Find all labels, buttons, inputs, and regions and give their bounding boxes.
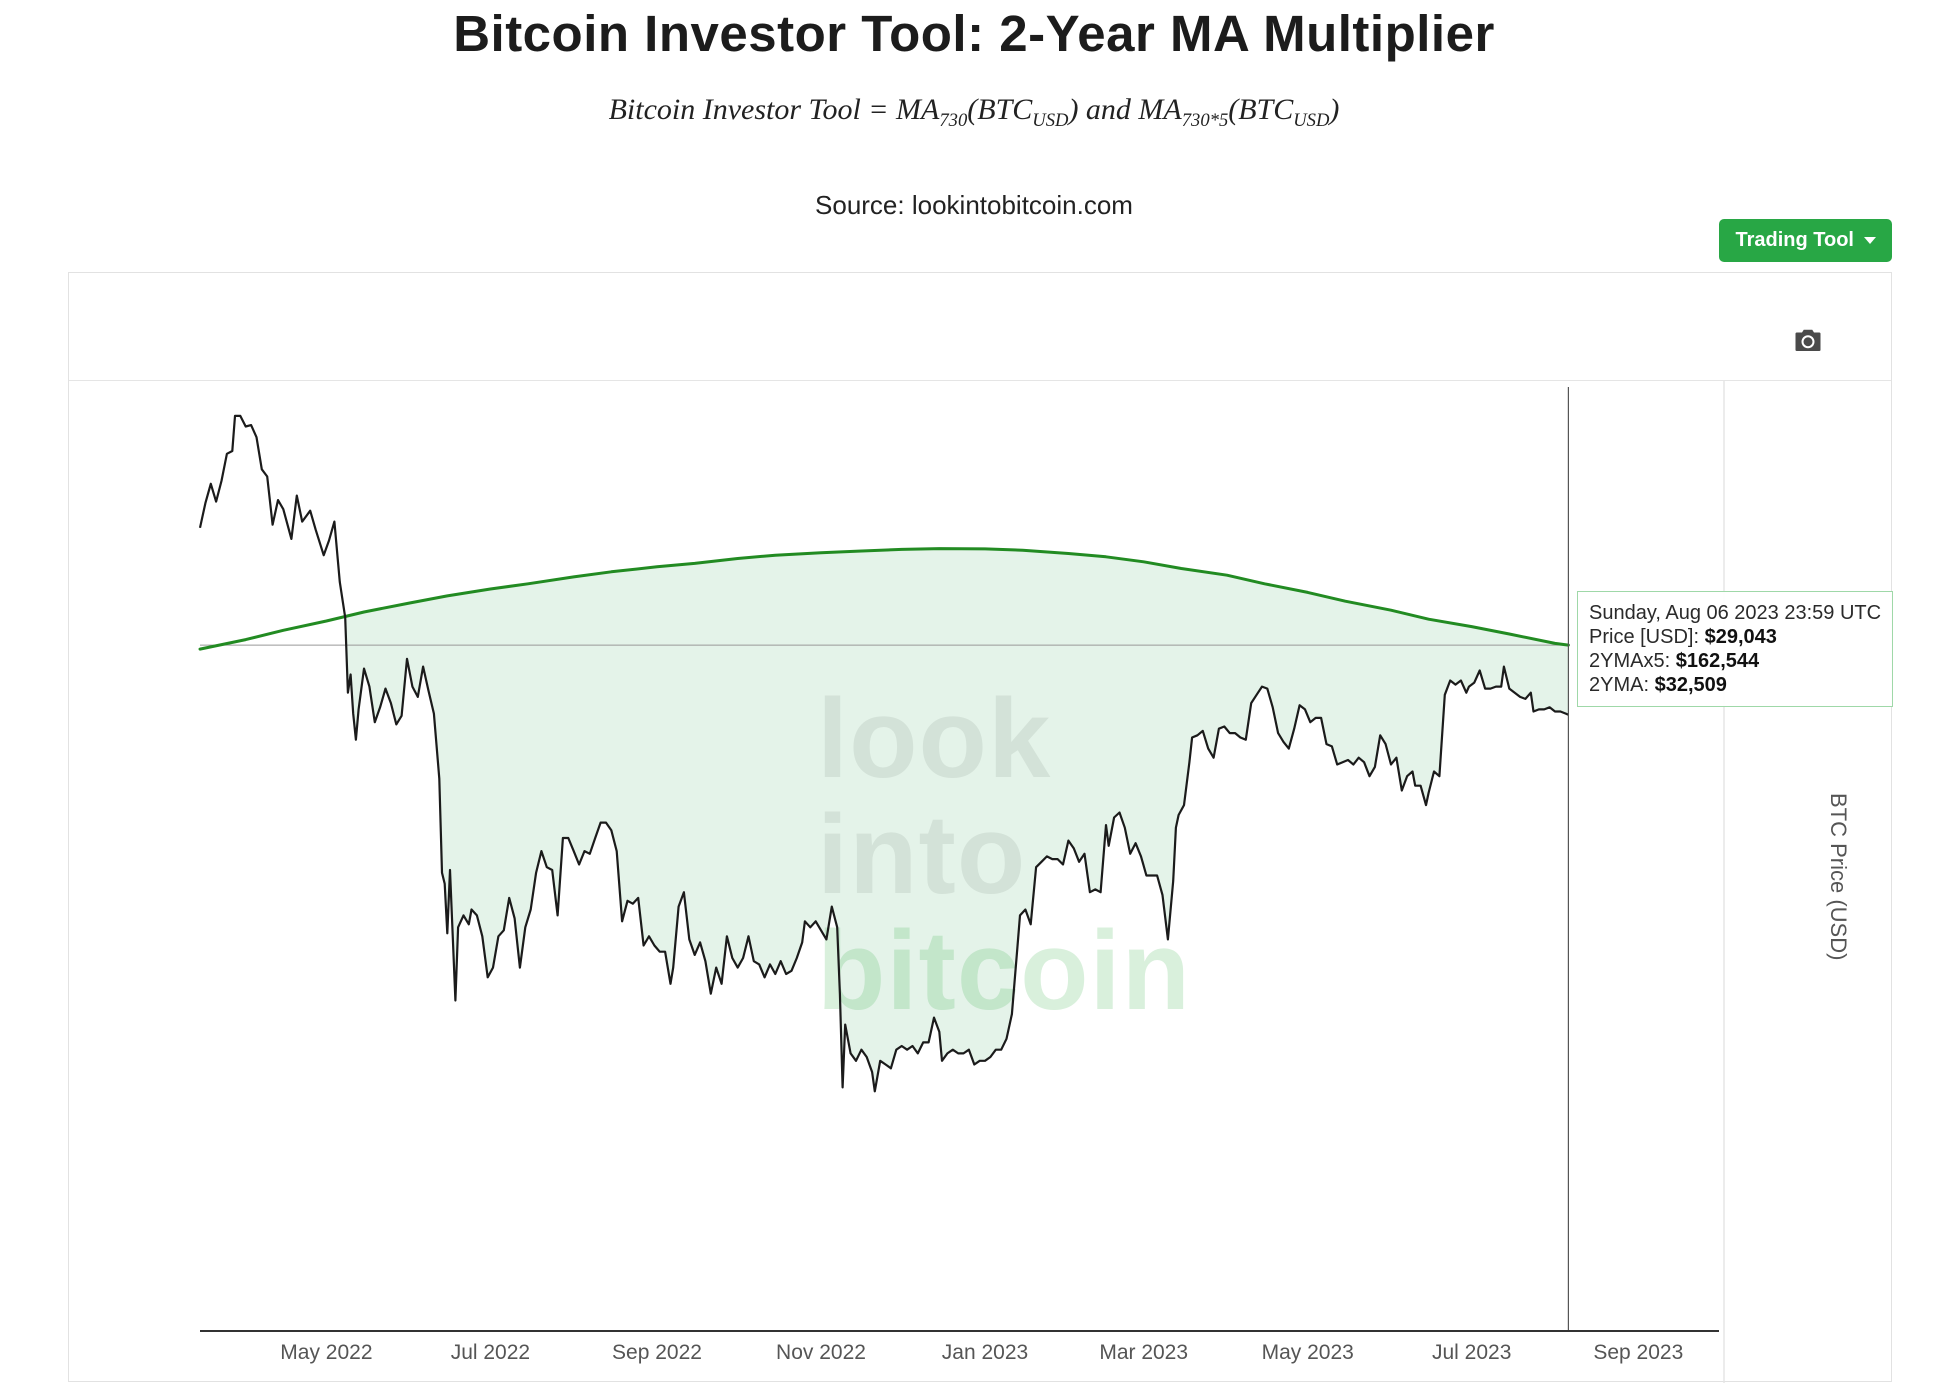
formula-text: Bitcoin Investor Tool = MA	[608, 93, 940, 126]
formula-subscript: USD	[1293, 110, 1330, 131]
chart-card: look into bitcoin May 2022 Jul 2022 Sep 20…	[68, 272, 1894, 1383]
tooltip-value: $29,043	[1704, 626, 1777, 648]
trading-tool-button[interactable]: Trading Tool	[1719, 219, 1892, 262]
caret-down-icon	[1864, 237, 1876, 244]
x-tick-label: Mar 2023	[1099, 1341, 1188, 1364]
tooltip-label: 2YMA:	[1589, 674, 1655, 696]
watermark-word-bitcoin: bitcoin	[817, 913, 1191, 1029]
hover-tooltip: Sunday, Aug 06 2023 23:59 UTC Price [USD…	[1577, 591, 1894, 707]
trading-tool-label: Trading Tool	[1735, 229, 1854, 251]
x-tick-label: Sep 2023	[1593, 1341, 1683, 1364]
chart-toolbar	[69, 273, 1891, 381]
y-axis-title: BTC Price (USD)	[1826, 793, 1851, 961]
x-tick-label: May 2022	[280, 1341, 372, 1364]
x-tick-label: Sep 2022	[612, 1341, 702, 1364]
plot-area[interactable]: May 2022 Jul 2022 Sep 2022 Nov 2022 Jan 2023…	[69, 273, 1893, 1383]
formula-subscript: 730*5	[1181, 110, 1229, 131]
tooltip-row-2ymax5: 2YMAx5: $162,544	[1589, 649, 1881, 673]
formula: Bitcoin Investor Tool = MA730(BTCUSD) an…	[0, 93, 1948, 132]
x-tick-label: Jan 2023	[942, 1341, 1028, 1364]
x-tick-label: Jul 2023	[1432, 1341, 1511, 1364]
camera-button[interactable]	[1789, 325, 1827, 359]
formula-text: (BTC	[967, 93, 1033, 126]
tooltip-label: 2YMAx5:	[1589, 650, 1676, 672]
page-title: Bitcoin Investor Tool: 2-Year MA Multipl…	[453, 5, 1495, 62]
tooltip-label: Price [USD]:	[1589, 626, 1705, 648]
formula-text: ) and MA	[1068, 93, 1182, 126]
formula-subscript: USD	[1032, 110, 1069, 131]
tooltip-value: $162,544	[1675, 650, 1760, 672]
formula-subscript: 730	[939, 110, 968, 131]
x-tick-label: Nov 2022	[776, 1341, 866, 1364]
tooltip-value: $32,509	[1654, 674, 1727, 696]
watermark-word-into: into	[817, 797, 1191, 913]
formula-text: )	[1329, 93, 1340, 126]
formula-text: (BTC	[1228, 93, 1294, 126]
tooltip-row-2yma: 2YMA: $32,509	[1589, 673, 1881, 697]
watermark: look into bitcoin	[817, 681, 1191, 1029]
x-tick-label: Jul 2022	[451, 1341, 530, 1364]
price-line	[198, 414, 1569, 1093]
source-text: Source: lookintobitcoin.com	[815, 190, 1133, 220]
x-tick-label: May 2023	[1262, 1341, 1354, 1364]
ma-line	[198, 547, 1570, 651]
tooltip-date: Sunday, Aug 06 2023 23:59 UTC	[1589, 602, 1882, 624]
camera-icon	[1795, 329, 1821, 351]
tooltip-row-price: Price [USD]: $29,043	[1589, 625, 1881, 649]
buy-zone-fill	[345, 548, 1569, 1092]
watermark-word-look: look	[817, 681, 1191, 797]
